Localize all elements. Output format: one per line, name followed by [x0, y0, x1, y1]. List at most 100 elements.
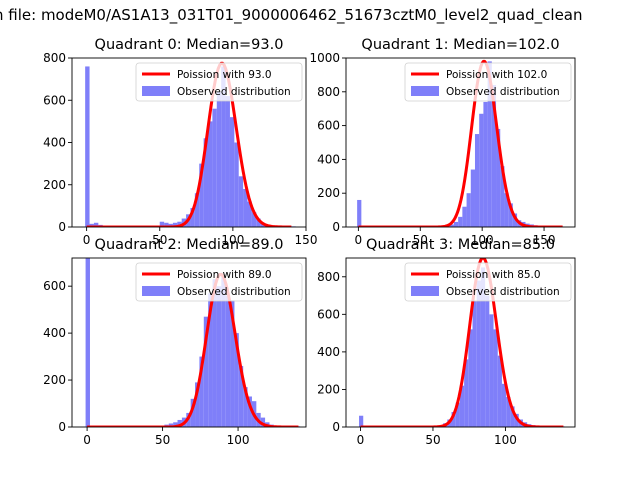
histogram-bar [221, 66, 226, 227]
quadrant-1-plot-area [357, 59, 564, 227]
x-tick-label: 0 [357, 433, 365, 447]
y-tick-label: 800 [317, 85, 340, 99]
histogram-bar [230, 300, 235, 427]
histogram-bar [468, 329, 473, 427]
quadrant-1-axes-frame [345, 57, 576, 228]
histogram-bar [500, 166, 505, 227]
x-tick-label: 50 [413, 233, 428, 247]
histogram-bar [229, 117, 235, 227]
x-tick-label: 100 [221, 233, 244, 247]
x-tick-label: 0 [83, 233, 91, 247]
poisson-curve [86, 61, 292, 227]
histogram-bar [501, 383, 507, 427]
legend-swatch-observed [142, 86, 170, 96]
histogram-bar [506, 396, 511, 427]
histogram-bar [512, 213, 518, 227]
histogram-bar [234, 333, 239, 427]
histogram-bar [483, 101, 488, 227]
legend-label-poisson: Poission with 93.0 [177, 69, 272, 81]
x-tick-label: 50 [425, 433, 440, 447]
y-tick-label: 600 [43, 279, 66, 293]
histogram-bar [194, 193, 200, 227]
x-tick-label: 100 [227, 433, 250, 447]
quadrant-1-panel: 0 50 100 150 0 200 400 600 800 1000 Quadrant 1: Me… [309, 37, 576, 247]
histogram-bar [247, 396, 252, 427]
histogram-bar [479, 113, 484, 227]
y-tick-label: 400 [43, 136, 66, 150]
histogram-bar [476, 280, 481, 427]
histogram-bar [238, 176, 244, 227]
histogram-bar [199, 356, 204, 427]
legend-swatch-observed [142, 286, 170, 296]
histogram-bar [474, 134, 480, 227]
y-tick-label: 200 [317, 186, 340, 200]
quadrant-2-panel: 0 50 100 0 200 400 600 Quadrant 2: Median=89.0 P… [43, 237, 307, 447]
poisson-curve [87, 272, 299, 427]
quadrant-3-axes-frame [345, 257, 576, 428]
legend-label-observed: Observed distribution [177, 86, 291, 98]
histogram-bar [243, 188, 248, 227]
x-tick-label: 100 [494, 433, 517, 447]
histogram-bar [247, 201, 252, 227]
histogram-bar [238, 365, 244, 427]
poisson-curve [360, 258, 564, 427]
histogram-bar [93, 222, 99, 227]
legend-label-observed: Observed distribution [177, 286, 291, 298]
histogram-bar [496, 128, 501, 227]
histogram-bar [203, 138, 209, 227]
legend-box [404, 262, 572, 302]
y-tick-label: 200 [43, 178, 66, 192]
histogram-bar [251, 212, 257, 227]
x-tick-label: 50 [155, 433, 170, 447]
histogram-bar [172, 222, 178, 227]
histogram-bar [455, 402, 460, 427]
quadrant-2-plot-area [85, 258, 301, 427]
legend-label-observed: Observed distribution [446, 286, 560, 298]
histogram-bar [212, 279, 217, 427]
y-tick-label: 400 [317, 345, 340, 359]
legend-box [404, 62, 572, 102]
histogram-bar [203, 316, 209, 427]
histogram-bar [510, 406, 515, 427]
quadrant-2-title: Quadrant 2: Median=89.0 [95, 237, 284, 253]
histogram-bar [164, 222, 169, 227]
histogram-bar [234, 142, 239, 227]
histogram-bar [190, 207, 195, 227]
histogram-bar [497, 355, 502, 427]
histogram-bar [85, 258, 90, 427]
histogram-bar [177, 221, 182, 227]
histogram-bar [514, 413, 519, 427]
poisson-curve [358, 59, 563, 227]
histogram-bar [243, 387, 248, 427]
quadrant-3-title: Quadrant 3: Median=85.0 [366, 237, 555, 253]
histogram-bar [208, 121, 213, 227]
histogram-bar [199, 163, 204, 227]
histogram-bar [168, 423, 174, 427]
x-tick-label: 0 [83, 433, 91, 447]
subplots-grid: 0 50 100 150 0 200 400 600 800 Quadrant 0: Median… [43, 37, 576, 447]
histogram-bar [458, 216, 463, 227]
histogram-bar [470, 169, 475, 227]
x-tick-label: 150 [533, 233, 556, 247]
y-tick-label: 0 [58, 220, 66, 234]
legend-box [135, 62, 303, 102]
histogram-bar [487, 61, 492, 227]
histogram-bar [216, 91, 222, 227]
histogram-bar [359, 415, 364, 427]
histogram-bar [464, 359, 469, 427]
histogram-bar [491, 85, 497, 227]
x-tick-label: 0 [355, 233, 363, 247]
quadrant-0-plot-area [85, 61, 296, 227]
histogram-bar [256, 218, 261, 227]
legend-swatch-observed [411, 286, 439, 296]
histogram-bar [225, 295, 231, 427]
y-tick-label: 0 [58, 420, 66, 434]
histogram-bar [225, 96, 230, 227]
histogram-bar [462, 206, 467, 227]
x-tick-label: 50 [152, 233, 167, 247]
y-tick-label: 1000 [309, 51, 340, 65]
histogram-bar [357, 199, 362, 227]
quadrant-0-title: Quadrant 0: Median=93.0 [95, 37, 284, 53]
histogram-bar [453, 221, 459, 227]
histogram-bar [159, 221, 165, 227]
